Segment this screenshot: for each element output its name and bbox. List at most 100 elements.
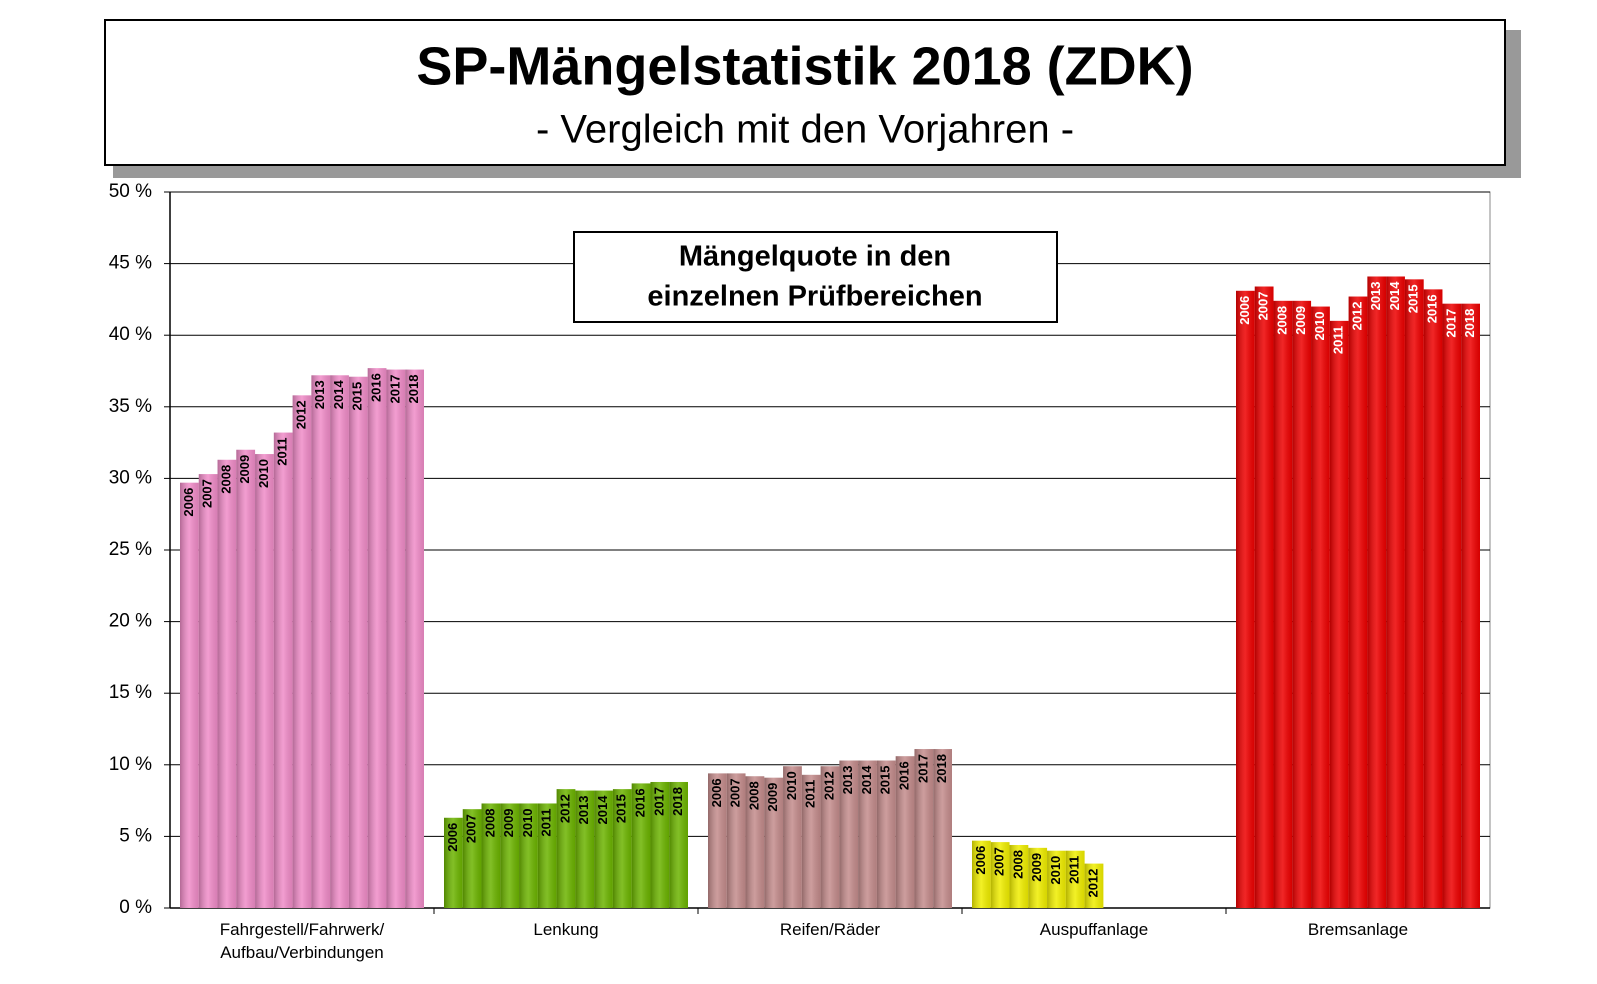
- bar-shade: [311, 375, 331, 908]
- bar-shade: [820, 766, 840, 908]
- bar-shade: [669, 781, 688, 908]
- bar-shade: [198, 474, 218, 908]
- year-label: 2012: [557, 794, 572, 823]
- bar-shade: [895, 756, 915, 908]
- year-label: 2008: [482, 808, 497, 837]
- year-label: 2009: [765, 783, 780, 812]
- bar-shade: [1292, 300, 1312, 908]
- year-label: 2014: [1387, 281, 1402, 311]
- year-label: 2009: [501, 808, 516, 837]
- bar-shade: [1273, 300, 1293, 908]
- year-label: 2007: [728, 778, 743, 807]
- bar-shade: [914, 749, 934, 908]
- year-label: 2013: [1368, 281, 1383, 310]
- bar-shade: [839, 760, 859, 908]
- year-label: 2014: [859, 765, 874, 795]
- year-label: 2008: [218, 465, 233, 494]
- year-label: 2013: [840, 766, 855, 795]
- bar-shade: [519, 803, 538, 908]
- year-label: 2015: [614, 794, 629, 823]
- y-tick-label: 20 %: [109, 611, 152, 632]
- year-label: 2016: [369, 373, 384, 402]
- year-label: 2007: [992, 847, 1007, 876]
- y-tick-label: 0 %: [119, 897, 152, 918]
- bar-shade: [1404, 279, 1424, 908]
- year-label: 2009: [1293, 306, 1308, 335]
- bar-shade: [481, 803, 501, 908]
- bar-shade: [1367, 276, 1387, 908]
- year-label: 2011: [1331, 326, 1346, 354]
- bar-shade: [273, 432, 293, 908]
- bar-shade: [1028, 847, 1048, 908]
- bar-shade: [255, 454, 274, 908]
- year-label: 2018: [934, 754, 949, 783]
- bar-shade: [500, 803, 520, 908]
- bar-shade: [745, 776, 765, 908]
- year-label: 2014: [331, 380, 346, 410]
- year-label: 2007: [464, 814, 479, 843]
- bar-shade: [612, 789, 632, 908]
- year-label: 2014: [595, 795, 610, 825]
- bar-shade: [1329, 320, 1349, 908]
- year-label: 2006: [181, 488, 196, 517]
- bar-shade: [1461, 303, 1480, 908]
- bar-shade: [217, 459, 237, 908]
- year-label: 2016: [1425, 294, 1440, 323]
- x-tick-label: Auspuffanlage: [1039, 920, 1149, 939]
- y-tick-label: 45 %: [109, 253, 152, 274]
- year-label: 2015: [1406, 284, 1421, 313]
- year-label: 2006: [709, 778, 724, 807]
- year-label: 2016: [897, 761, 912, 790]
- bar-shade: [537, 803, 557, 908]
- chart-title: SP-Mängelstatistik 2018 (ZDK): [416, 36, 1193, 96]
- bar-shade: [1009, 844, 1029, 908]
- year-label: 2009: [1029, 853, 1044, 882]
- y-tick-label: 50 %: [109, 181, 152, 202]
- x-tick-label: Reifen/Räder: [779, 920, 881, 939]
- year-label: 2008: [1010, 850, 1025, 879]
- bar-shade: [594, 790, 613, 908]
- year-label: 2018: [1462, 309, 1477, 338]
- bar-shade: [1348, 296, 1368, 908]
- year-label: 2018: [406, 375, 421, 404]
- bar-shade: [876, 760, 896, 908]
- year-label: 2013: [576, 796, 591, 825]
- year-label: 2009: [237, 455, 252, 484]
- year-label: 2008: [746, 781, 761, 810]
- bar-shade: [972, 840, 991, 908]
- year-label: 2010: [520, 808, 535, 837]
- bar-shade: [292, 395, 312, 908]
- bar-shade: [386, 369, 406, 908]
- bar-shade: [801, 774, 821, 908]
- bar-shade: [462, 809, 482, 908]
- bar-shade: [1065, 850, 1085, 908]
- year-label: 2017: [651, 787, 666, 816]
- year-label: 2012: [1085, 869, 1100, 898]
- bar-shade: [858, 760, 877, 908]
- year-label: 2011: [275, 438, 290, 466]
- bar-shade: [1311, 306, 1330, 908]
- annotation: Mängelquote in den: [679, 241, 951, 273]
- bar-shade: [444, 817, 463, 908]
- y-tick-label: 40 %: [109, 324, 152, 345]
- y-tick-label: 10 %: [109, 754, 152, 775]
- year-label: 2006: [1237, 296, 1252, 325]
- bar-shade: [180, 482, 199, 908]
- title-box: [104, 19, 1506, 166]
- bar-shade: [367, 368, 387, 908]
- year-label: 2006: [445, 823, 460, 852]
- bar-shade: [1047, 850, 1066, 908]
- bar-shade: [631, 783, 651, 908]
- bar-shade: [990, 842, 1010, 908]
- year-label: 2012: [293, 400, 308, 429]
- year-label: 2011: [539, 808, 554, 836]
- year-label: 2006: [973, 846, 988, 875]
- bar-shade: [330, 375, 349, 908]
- y-tick-label: 15 %: [109, 682, 152, 703]
- y-tick-label: 25 %: [109, 539, 152, 560]
- year-label: 2010: [1048, 856, 1063, 885]
- bar-shade: [1442, 303, 1462, 908]
- bar-shade: [1254, 286, 1274, 909]
- bar-shade: [708, 773, 727, 908]
